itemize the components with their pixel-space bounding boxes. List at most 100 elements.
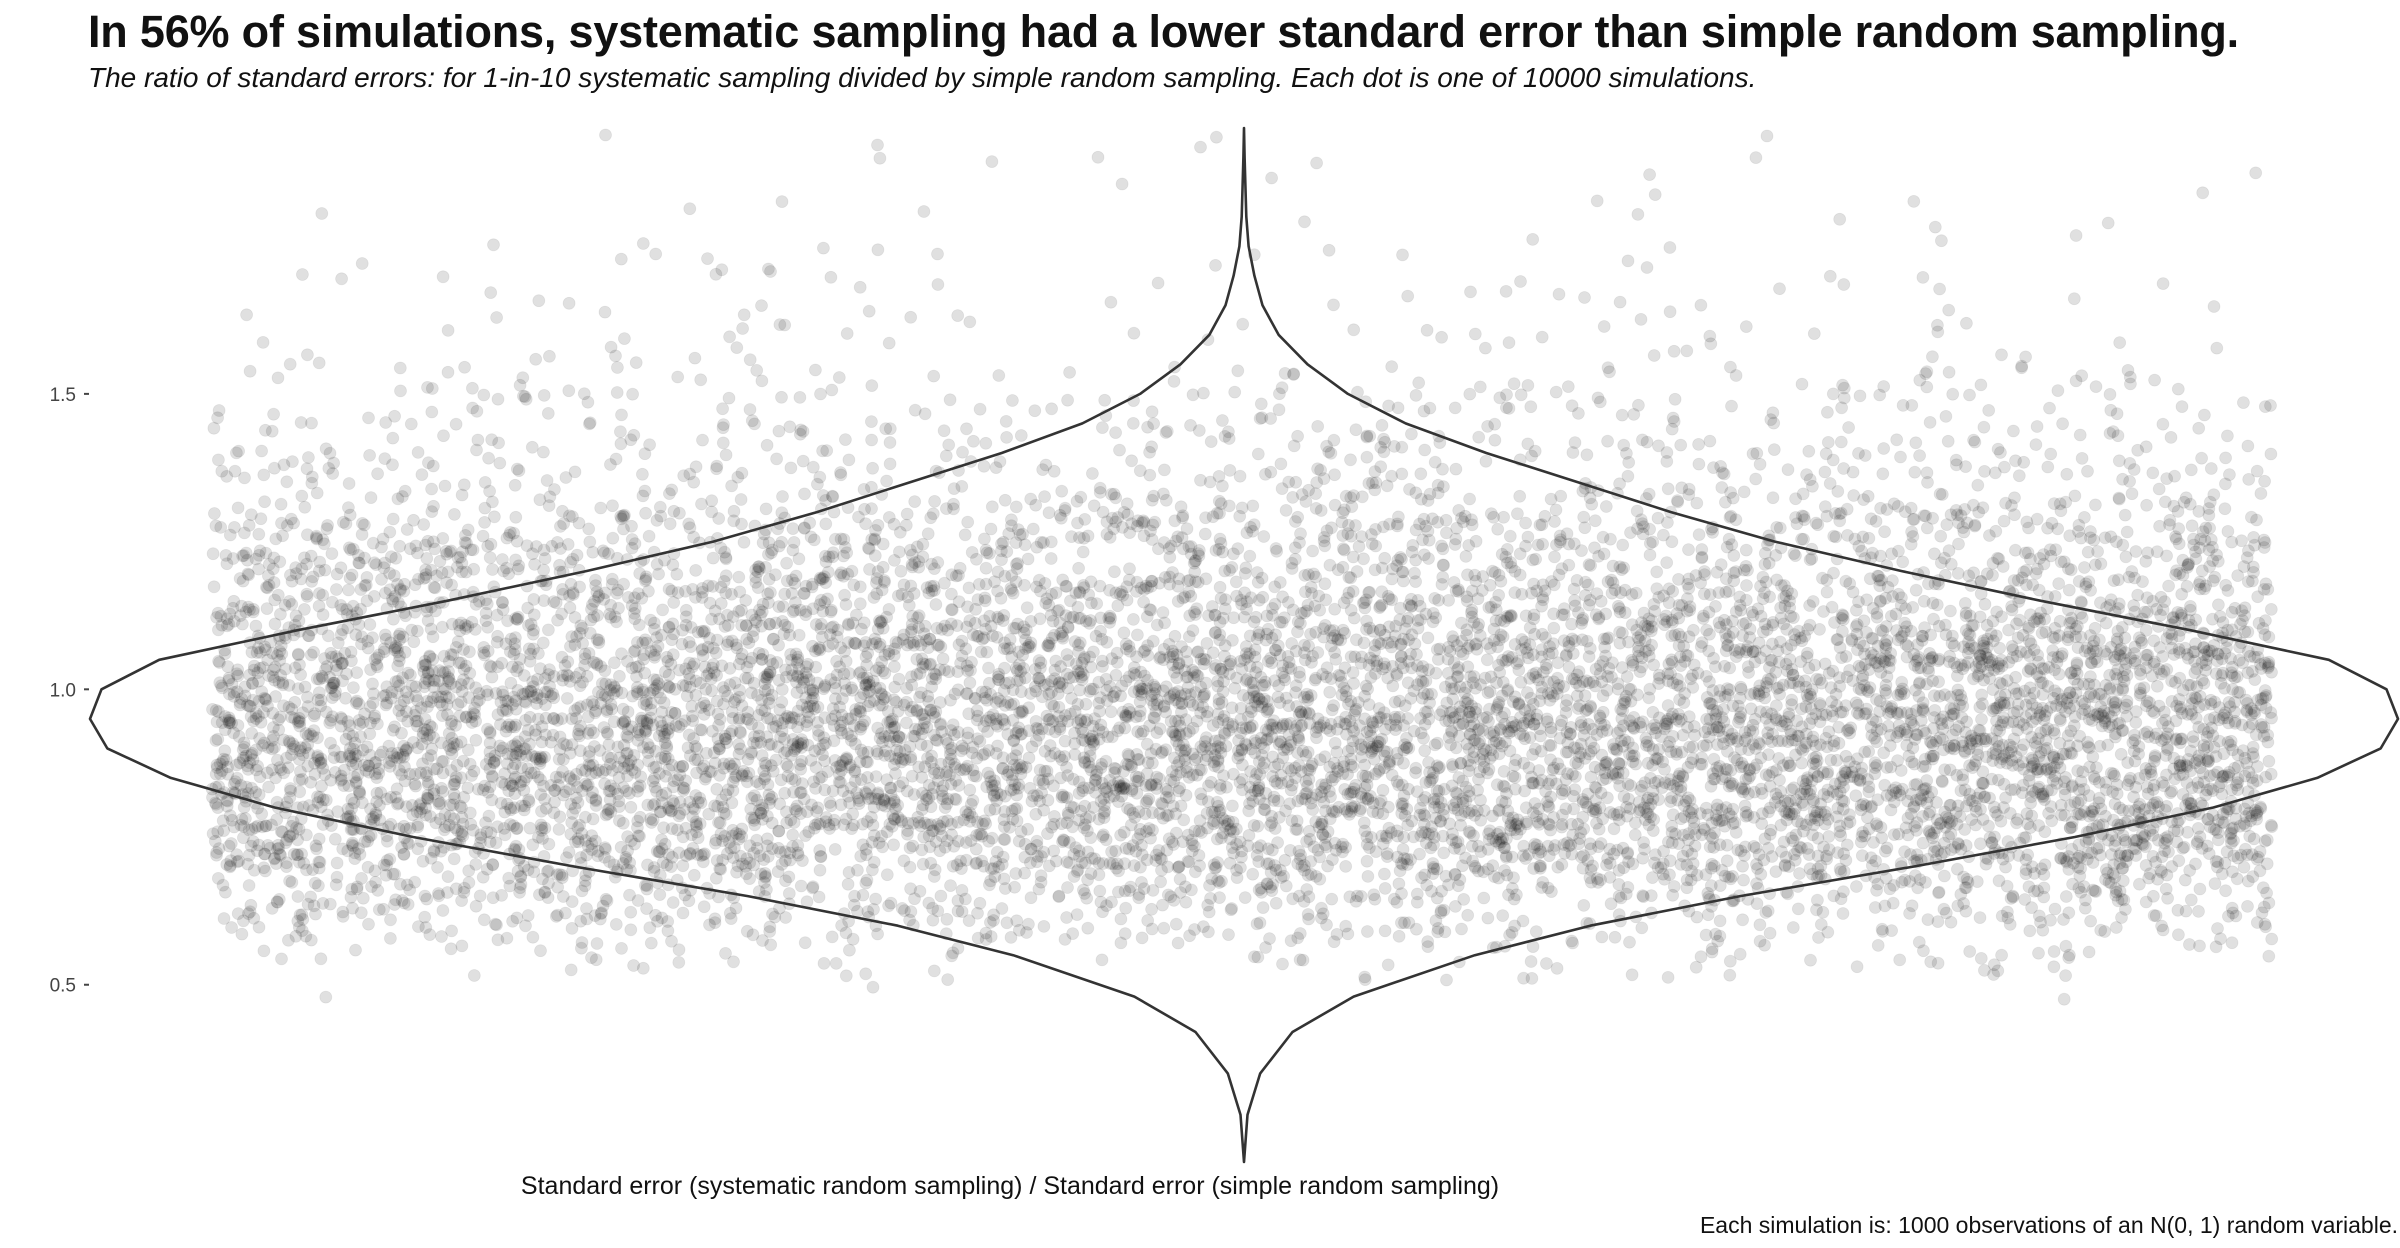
simulation-point	[1811, 518, 1825, 532]
simulation-point	[1506, 695, 1520, 709]
simulation-point	[445, 924, 459, 938]
simulation-point	[944, 879, 957, 892]
simulation-point	[1097, 811, 1111, 824]
simulation-point	[1694, 298, 1708, 312]
simulation-point	[2053, 761, 2067, 775]
simulation-point	[818, 680, 832, 694]
simulation-point	[963, 676, 977, 690]
simulation-point	[449, 719, 463, 732]
simulation-point	[1504, 823, 1518, 837]
simulation-point	[1265, 171, 1278, 185]
simulation-point	[841, 877, 855, 891]
simulation-point	[852, 667, 866, 680]
simulation-point	[837, 533, 851, 546]
simulation-point	[1373, 599, 1387, 613]
simulation-point	[319, 442, 333, 456]
simulation-point	[2059, 939, 2073, 953]
simulation-point	[1385, 360, 1399, 374]
simulation-point	[2057, 913, 2070, 926]
simulation-point	[1420, 323, 1434, 337]
simulation-point	[2104, 876, 2118, 890]
simulation-point	[1378, 882, 1392, 895]
simulation-point	[1481, 911, 1495, 925]
simulation-point	[1625, 968, 1639, 982]
simulation-point	[868, 549, 882, 563]
simulation-point	[455, 939, 469, 953]
simulation-point	[281, 933, 295, 947]
simulation-point	[1145, 533, 1159, 546]
simulation-point	[420, 791, 434, 805]
simulation-point	[2051, 384, 2065, 398]
simulation-point	[924, 856, 938, 870]
simulation-point	[509, 510, 523, 524]
simulation-point	[1562, 558, 1576, 572]
simulation-point	[755, 299, 768, 313]
simulation-point	[1123, 562, 1136, 576]
simulation-point	[1876, 467, 1890, 481]
simulation-point	[679, 821, 693, 835]
simulation-point	[1556, 808, 1569, 822]
simulation-point	[854, 665, 868, 679]
simulation-point	[1834, 435, 1848, 449]
simulation-point	[329, 583, 343, 596]
simulation-point	[1257, 530, 1271, 543]
simulation-point	[498, 778, 512, 791]
simulation-point	[363, 448, 377, 462]
simulation-point	[1336, 837, 1350, 851]
simulation-point	[1916, 703, 1930, 717]
simulation-point	[839, 969, 853, 983]
simulation-point	[1375, 418, 1389, 432]
simulation-point	[725, 479, 738, 493]
simulation-point	[1145, 440, 1158, 454]
simulation-point	[1464, 285, 1477, 299]
simulation-point	[2258, 400, 2272, 414]
simulation-point	[1165, 765, 1179, 778]
simulation-point	[1821, 405, 1834, 419]
simulation-point	[2123, 377, 2137, 391]
simulation-point	[1806, 595, 1820, 608]
simulation-point	[635, 591, 649, 605]
simulation-point	[683, 202, 697, 216]
simulation-point	[977, 459, 991, 473]
simulation-point	[207, 580, 221, 594]
simulation-point	[1921, 475, 1934, 489]
simulation-point	[532, 294, 546, 308]
simulation-point	[1436, 542, 1450, 556]
simulation-point	[1322, 445, 1336, 459]
simulation-point	[1833, 679, 1847, 693]
simulation-point	[893, 545, 906, 559]
simulation-point	[2116, 803, 2130, 817]
simulation-point	[1740, 579, 1753, 592]
simulation-point	[940, 502, 953, 516]
simulation-point	[779, 911, 792, 924]
simulation-point	[414, 797, 428, 810]
simulation-point	[775, 695, 789, 709]
simulation-point	[763, 792, 777, 806]
simulation-point	[1694, 950, 1708, 964]
simulation-point	[1939, 409, 1953, 423]
simulation-point	[917, 205, 931, 218]
simulation-point	[1488, 433, 1502, 447]
simulation-point	[1118, 721, 1132, 735]
simulation-point	[1978, 464, 1991, 478]
simulation-point	[1061, 806, 1075, 820]
simulation-point	[871, 138, 884, 152]
simulation-point	[1706, 526, 1719, 539]
simulation-point	[362, 917, 375, 931]
simulation-point	[760, 438, 774, 452]
simulation-point	[1978, 597, 1992, 611]
simulation-point	[1363, 841, 1376, 855]
simulation-point	[1061, 393, 1074, 407]
simulation-point	[1381, 958, 1395, 972]
simulation-point	[743, 353, 757, 367]
simulation-point	[582, 522, 596, 536]
simulation-point	[1995, 348, 2008, 362]
simulation-point	[325, 547, 339, 560]
simulation-point	[1737, 485, 1751, 499]
simulation-point	[829, 957, 843, 970]
simulation-point	[931, 278, 945, 291]
simulation-point	[1422, 533, 1436, 547]
simulation-point	[1327, 699, 1340, 712]
simulation-point	[775, 683, 789, 696]
simulation-point	[723, 330, 736, 344]
